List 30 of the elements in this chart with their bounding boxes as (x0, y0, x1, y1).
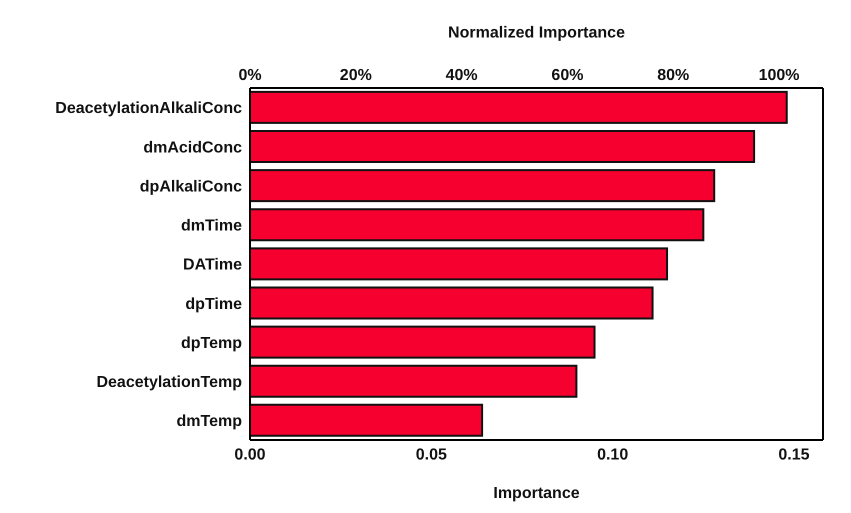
y-tick-label: dmTemp (176, 413, 242, 430)
x-tick-label: 0.00 (234, 446, 266, 464)
bar (250, 364, 578, 398)
y-tick-label: dpAlkaliConc (140, 178, 242, 196)
bar (250, 247, 668, 280)
bar (250, 90, 788, 124)
y-tick-label: dmTime (180, 218, 242, 235)
x2-tick-label: 0% (238, 67, 262, 84)
x-tick-label: 0.05 (416, 446, 447, 464)
x2-tick-label: 40% (446, 67, 478, 84)
y-tick-label: DeacetylationTemp (96, 374, 242, 392)
y-tick-label: dpTime (185, 296, 242, 313)
x2-axis-title: Normalized Importance (448, 24, 626, 42)
bar (250, 130, 756, 164)
x-axis-title: Importance (493, 485, 580, 502)
x2-tick-label: 20% (340, 67, 372, 84)
bar (250, 326, 596, 359)
x2-tick-label: 100% (758, 67, 800, 84)
bar (250, 286, 654, 320)
bar (250, 404, 484, 437)
bar (250, 208, 704, 242)
x2-tick-label: 60% (551, 67, 584, 84)
y-tick-label: dmAcidConc (143, 139, 242, 156)
y-tick-label: dpTemp (180, 334, 242, 352)
x2-tick-label: 80% (657, 67, 690, 84)
bar (250, 169, 716, 202)
x-tick-label: 0.15 (778, 446, 810, 464)
x-tick-label: 0.10 (597, 446, 628, 464)
y-tick-label: DeacetylationAlkaliConc (55, 100, 242, 118)
y-tick-label: DATime (183, 256, 242, 274)
